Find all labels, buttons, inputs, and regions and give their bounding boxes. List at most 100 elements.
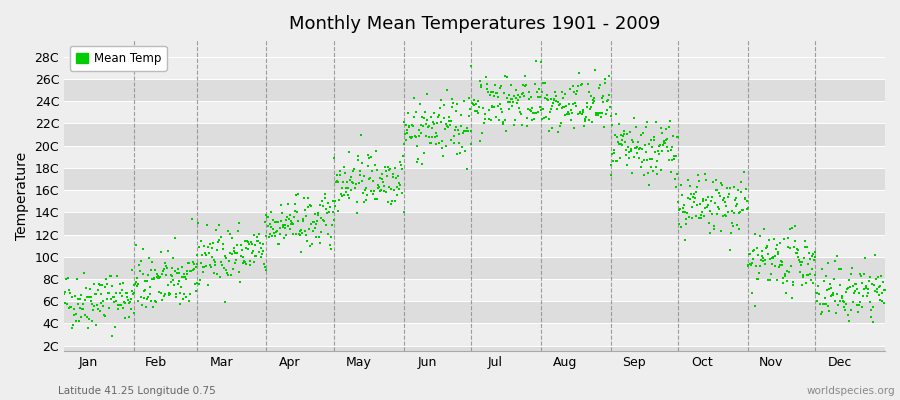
Point [104,296,118,302]
Point [335,185,349,191]
Point [770,242,784,249]
Point [773,261,788,268]
Point [536,106,550,112]
Point [387,187,401,194]
Point [790,246,805,252]
Point [670,134,685,140]
Point [496,121,510,127]
Point [423,140,437,146]
Bar [64,146,885,168]
Point [362,176,376,182]
Point [237,258,251,264]
Point [285,231,300,237]
Point [196,243,211,250]
Point [411,132,426,139]
Point [739,198,753,204]
Point [320,210,334,216]
Point [73,295,87,302]
Point [622,155,636,162]
Point [464,63,478,70]
Point [168,268,183,274]
Point [141,255,156,262]
Point [700,202,715,208]
Point [852,299,867,306]
Point [289,231,303,237]
Point [612,140,626,147]
Point [174,284,188,290]
Point [68,312,82,318]
Point [303,221,318,228]
Point [511,92,526,99]
Point [738,195,752,201]
Point [814,300,828,307]
Point [194,252,209,259]
Point [752,276,766,282]
Point [725,222,740,229]
Point [875,298,889,304]
Point [367,188,382,194]
Point [477,120,491,126]
Point [860,292,874,299]
Point [277,235,292,241]
Point [302,226,316,232]
Point [637,157,652,163]
Point [150,274,165,280]
Point [346,180,360,186]
Point [688,195,702,201]
Point [761,236,776,243]
Point [155,271,169,277]
Point [643,156,657,162]
Point [170,280,184,287]
Point [409,134,423,140]
Point [399,137,413,144]
Point [337,164,351,170]
Point [698,177,713,184]
Point [374,187,388,193]
Point [340,192,355,198]
Point [728,197,742,203]
Point [756,258,770,264]
Point [367,195,382,202]
Point [753,257,768,264]
Point [238,238,252,244]
Point [295,230,310,236]
Point [284,221,299,227]
Point [590,110,604,116]
Point [144,298,158,304]
Point [394,162,409,168]
Point [205,245,220,252]
Point [76,270,91,276]
Point [815,309,830,315]
Point [162,290,176,296]
Point [400,126,414,133]
Point [145,258,159,265]
Point [555,105,570,111]
Point [268,218,283,225]
Point [221,258,236,264]
Point [841,284,855,291]
Point [514,111,528,118]
Point [824,284,838,291]
Point [272,240,286,247]
Bar [64,57,885,79]
Point [430,120,445,126]
Point [359,185,374,192]
Point [327,154,341,161]
Point [694,214,708,221]
Point [97,311,112,318]
Point [711,204,725,210]
Point [256,248,270,254]
Point [88,321,103,328]
Point [298,228,312,234]
Point [582,106,597,112]
Point [175,264,189,270]
Point [558,112,572,118]
Point [390,192,404,198]
Point [672,206,687,213]
Point [787,282,801,288]
Point [341,185,356,192]
Point [473,138,488,144]
Point [714,228,728,234]
Point [680,177,695,184]
Point [301,195,315,202]
